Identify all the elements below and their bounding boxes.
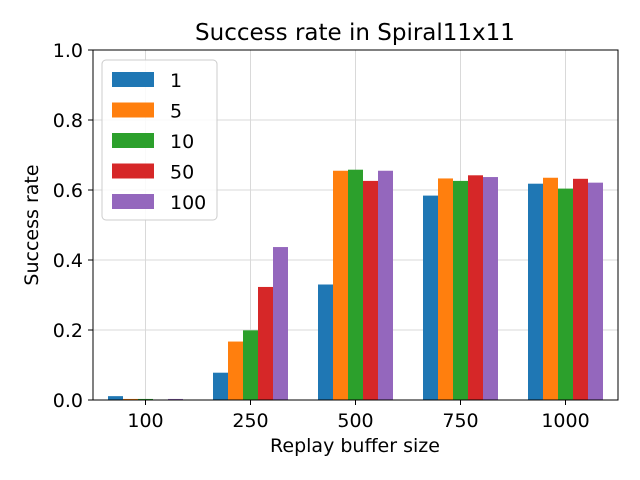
legend-swatch <box>112 72 154 87</box>
bar-series-100-100 <box>168 398 183 400</box>
legend-swatch <box>112 163 154 179</box>
bar-series-5-1000 <box>543 177 558 400</box>
bar-series-1-100 <box>108 396 123 400</box>
bar-series-100-250 <box>273 247 288 400</box>
y-tick-label: 0.8 <box>53 110 83 132</box>
bar-series-5-500 <box>333 170 348 400</box>
y-axis-title: Success rate <box>21 164 43 285</box>
bar-series-100-1000 <box>588 182 603 400</box>
legend-swatch <box>112 133 154 148</box>
legend-label: 50 <box>170 162 194 184</box>
legend-swatch <box>112 194 154 209</box>
legend: 1 5 10 50 100 <box>101 59 218 221</box>
legend-swatch <box>112 102 154 118</box>
bars-layer <box>108 169 603 400</box>
bar-series-1-1000 <box>528 183 543 400</box>
bar-series-50-750 <box>468 175 483 400</box>
x-tick-label: 250 <box>232 410 268 432</box>
bar-series-1-250 <box>213 372 228 400</box>
y-tick-label: 0.0 <box>53 390 83 412</box>
legend-label: 10 <box>170 131 194 153</box>
x-axis-title: Replay buffer size <box>270 435 440 457</box>
x-tick-label: 750 <box>442 410 478 432</box>
bar-series-50-250 <box>258 286 273 400</box>
chart-title: Success rate in Spiral11x11 <box>195 20 515 46</box>
ticks-layer: 0.0 0.2 0.4 0.6 0.8 1.0 100 250 500 750 1000 <box>53 40 590 432</box>
y-tick-label: 0.2 <box>53 320 83 342</box>
bar-series-1-500 <box>318 284 333 400</box>
y-tick-label: 1.0 <box>53 40 83 62</box>
bar-series-5-750 <box>438 178 453 400</box>
bar-series-10-100 <box>138 398 153 400</box>
x-tick-label: 1000 <box>541 410 589 432</box>
x-tick-label: 500 <box>337 410 373 432</box>
bar-series-10-500 <box>348 169 363 400</box>
legend-label: 100 <box>170 192 206 214</box>
bar-series-100-500 <box>378 170 393 400</box>
bar-series-100-750 <box>483 177 498 400</box>
bar-series-10-1000 <box>558 188 573 400</box>
bar-series-10-750 <box>453 180 468 400</box>
x-tick-label: 100 <box>127 410 163 432</box>
bar-series-50-1000 <box>573 178 588 400</box>
bar-series-10-250 <box>243 330 258 400</box>
bar-series-5-250 <box>228 341 243 400</box>
y-tick-label: 0.6 <box>53 180 83 202</box>
y-tick-label: 0.4 <box>53 250 83 272</box>
legend-box <box>101 59 218 221</box>
legend-label: 1 <box>170 70 182 92</box>
bar-series-1-750 <box>423 195 438 400</box>
bar-series-5-100 <box>123 398 138 400</box>
bar-series-50-500 <box>363 180 378 400</box>
legend-label: 5 <box>170 101 182 123</box>
